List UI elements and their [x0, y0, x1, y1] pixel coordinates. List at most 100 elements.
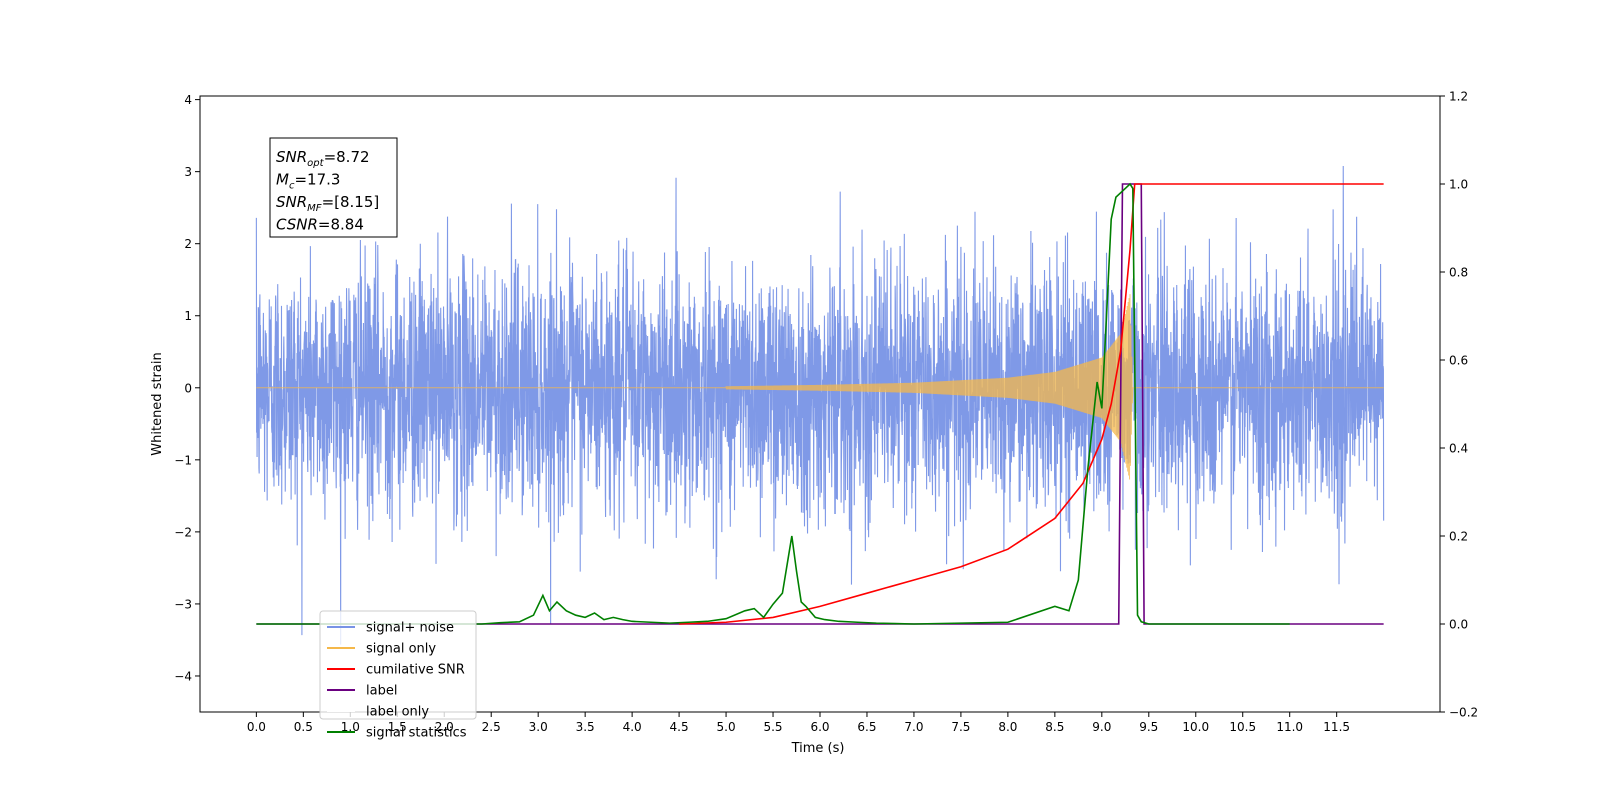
x-tick: 0.5 — [294, 712, 313, 734]
y2-tick-label: 0.0 — [1449, 618, 1468, 632]
x-tick: 3.0 — [529, 712, 548, 734]
y-tick: −3 — [174, 597, 200, 611]
y2-tick-label: 0.8 — [1449, 266, 1468, 280]
y-axis-label: Whitened strain — [150, 352, 165, 455]
x-axis-label: Time (s) — [791, 741, 845, 756]
x-tick-label: 6.5 — [857, 720, 876, 734]
x-tick-label: 5.0 — [717, 720, 736, 734]
y-tick: 1 — [184, 309, 200, 323]
y2-tick-label: 0.4 — [1449, 442, 1468, 456]
x-tick-label: 9.0 — [1092, 720, 1111, 734]
y2-tick-label: 1.0 — [1449, 178, 1468, 192]
x-tick-label: 6.0 — [810, 720, 829, 734]
y-tick: 2 — [184, 237, 200, 251]
x-tick: 6.0 — [810, 712, 830, 734]
x-tick: 10.5 — [1229, 712, 1256, 734]
y2-tick-label: −0.2 — [1449, 706, 1478, 720]
x-tick: 5.0 — [717, 712, 736, 734]
annotation-line: SNRopt=8.72 — [276, 148, 370, 169]
y-tick: 3 — [184, 165, 200, 179]
annotation-line: SNRMF=[8.15] — [276, 193, 379, 214]
y2-tick: 0.4 — [1440, 442, 1468, 456]
x-tick-label: 0.5 — [294, 720, 313, 734]
y-tick-label: 3 — [184, 165, 192, 179]
x-tick: 6.5 — [857, 712, 877, 734]
x-tick-label: 3.0 — [529, 720, 548, 734]
x-tick: 7.5 — [951, 712, 970, 734]
x-tick: 5.5 — [763, 712, 783, 734]
y2-tick: 0.0 — [1440, 618, 1468, 632]
legend: signal+ noise signal only cumilative SNR la… — [319, 610, 477, 741]
x-tick-label: 11.5 — [1323, 720, 1350, 734]
y-tick-label: −2 — [174, 525, 192, 539]
x-tick-label: 2.0 — [435, 720, 454, 734]
y-tick: −2 — [174, 525, 200, 539]
y-tick-label: −3 — [174, 597, 192, 611]
x-tick-label: 0.0 — [247, 720, 266, 734]
x-tick: 2.5 — [482, 712, 501, 734]
legend-label: signal+ noise — [366, 621, 454, 636]
y-tick: −1 — [174, 453, 200, 467]
y-tick-label: −1 — [174, 453, 192, 467]
legend-label: label only — [366, 705, 429, 720]
x-tick-label: 5.5 — [763, 720, 782, 734]
y2-tick: 0.6 — [1440, 354, 1468, 368]
x-tick-label: 8.5 — [1045, 720, 1064, 734]
y-tick-label: 0 — [184, 381, 192, 395]
y2-tick: −0.2 — [1440, 706, 1478, 720]
y-tick-label: 4 — [184, 93, 192, 107]
y2-tick-label: 0.2 — [1449, 530, 1468, 544]
line-series — [256, 182, 1384, 625]
legend-entry: signal statistics — [327, 726, 467, 741]
x-tick-label: 7.0 — [904, 720, 923, 734]
y2-tick: 0.8 — [1440, 266, 1468, 280]
signal-noise-line — [255, 166, 1385, 645]
x-tick-label: 3.5 — [576, 720, 595, 734]
x-tick: 0.0 — [247, 712, 266, 734]
x-tick: 4.0 — [623, 712, 642, 734]
annotation-line: Mc=17.3 — [276, 171, 340, 192]
annotation-line: CSNR=8.84 — [276, 216, 364, 234]
legend-entry: signal only — [327, 642, 436, 657]
y-tick-label: −4 — [174, 669, 192, 683]
legend-label: cumilative SNR — [366, 663, 465, 678]
signal-only-line — [256, 294, 1384, 480]
y-tick: 4 — [184, 93, 200, 107]
x-tick-label: 4.0 — [623, 720, 642, 734]
legend-label: label — [366, 684, 397, 699]
x-tick: 4.5 — [670, 712, 689, 734]
legend-label: signal only — [366, 642, 436, 657]
x-tick-label: 8.0 — [998, 720, 1017, 734]
x-tick-label: 4.5 — [670, 720, 689, 734]
x-tick: 8.5 — [1045, 712, 1064, 734]
x-tick-label: 10.5 — [1229, 720, 1256, 734]
x-tick-label: 7.5 — [951, 720, 970, 734]
x-tick-label: 1.0 — [341, 720, 360, 734]
legend-label: signal statistics — [366, 726, 467, 741]
x-axis: 0.0 0.5 1.0 1.5 2.0 2.5 3.0 3.5 4.0 4.5 5.0 5.5 6.0 6… — [247, 712, 1350, 734]
x-tick: 9.5 — [1139, 712, 1158, 734]
x-tick: 10.0 — [1182, 712, 1209, 734]
x-tick: 11.5 — [1323, 712, 1350, 734]
y2-tick-label: 0.6 — [1449, 354, 1468, 368]
y-tick-label: 2 — [184, 237, 192, 251]
x-tick-label: 2.5 — [482, 720, 501, 734]
y2-tick-label: 1.2 — [1449, 90, 1468, 104]
y2-tick: 1.0 — [1440, 178, 1468, 192]
x-tick: 7.0 — [904, 712, 923, 734]
x-tick-label: 11.0 — [1276, 720, 1303, 734]
signal-only-series — [256, 294, 1384, 480]
y-tick-label: 1 — [184, 309, 192, 323]
x-tick: 11.0 — [1276, 712, 1303, 734]
x-tick: 8.0 — [998, 712, 1017, 734]
legend-entry: signal+ noise — [327, 621, 454, 636]
series-line-signal-statistics — [256, 182, 1290, 625]
y-axis: −4 −3 −2 −1 0 1 2 3 4 — [174, 93, 200, 683]
y2-tick: 0.2 — [1440, 530, 1468, 544]
x-tick-label: 10.0 — [1182, 720, 1209, 734]
signal-noise-series — [255, 166, 1385, 645]
x-tick: 9.0 — [1092, 712, 1111, 734]
series-line-cumilative-snr — [679, 183, 1384, 625]
